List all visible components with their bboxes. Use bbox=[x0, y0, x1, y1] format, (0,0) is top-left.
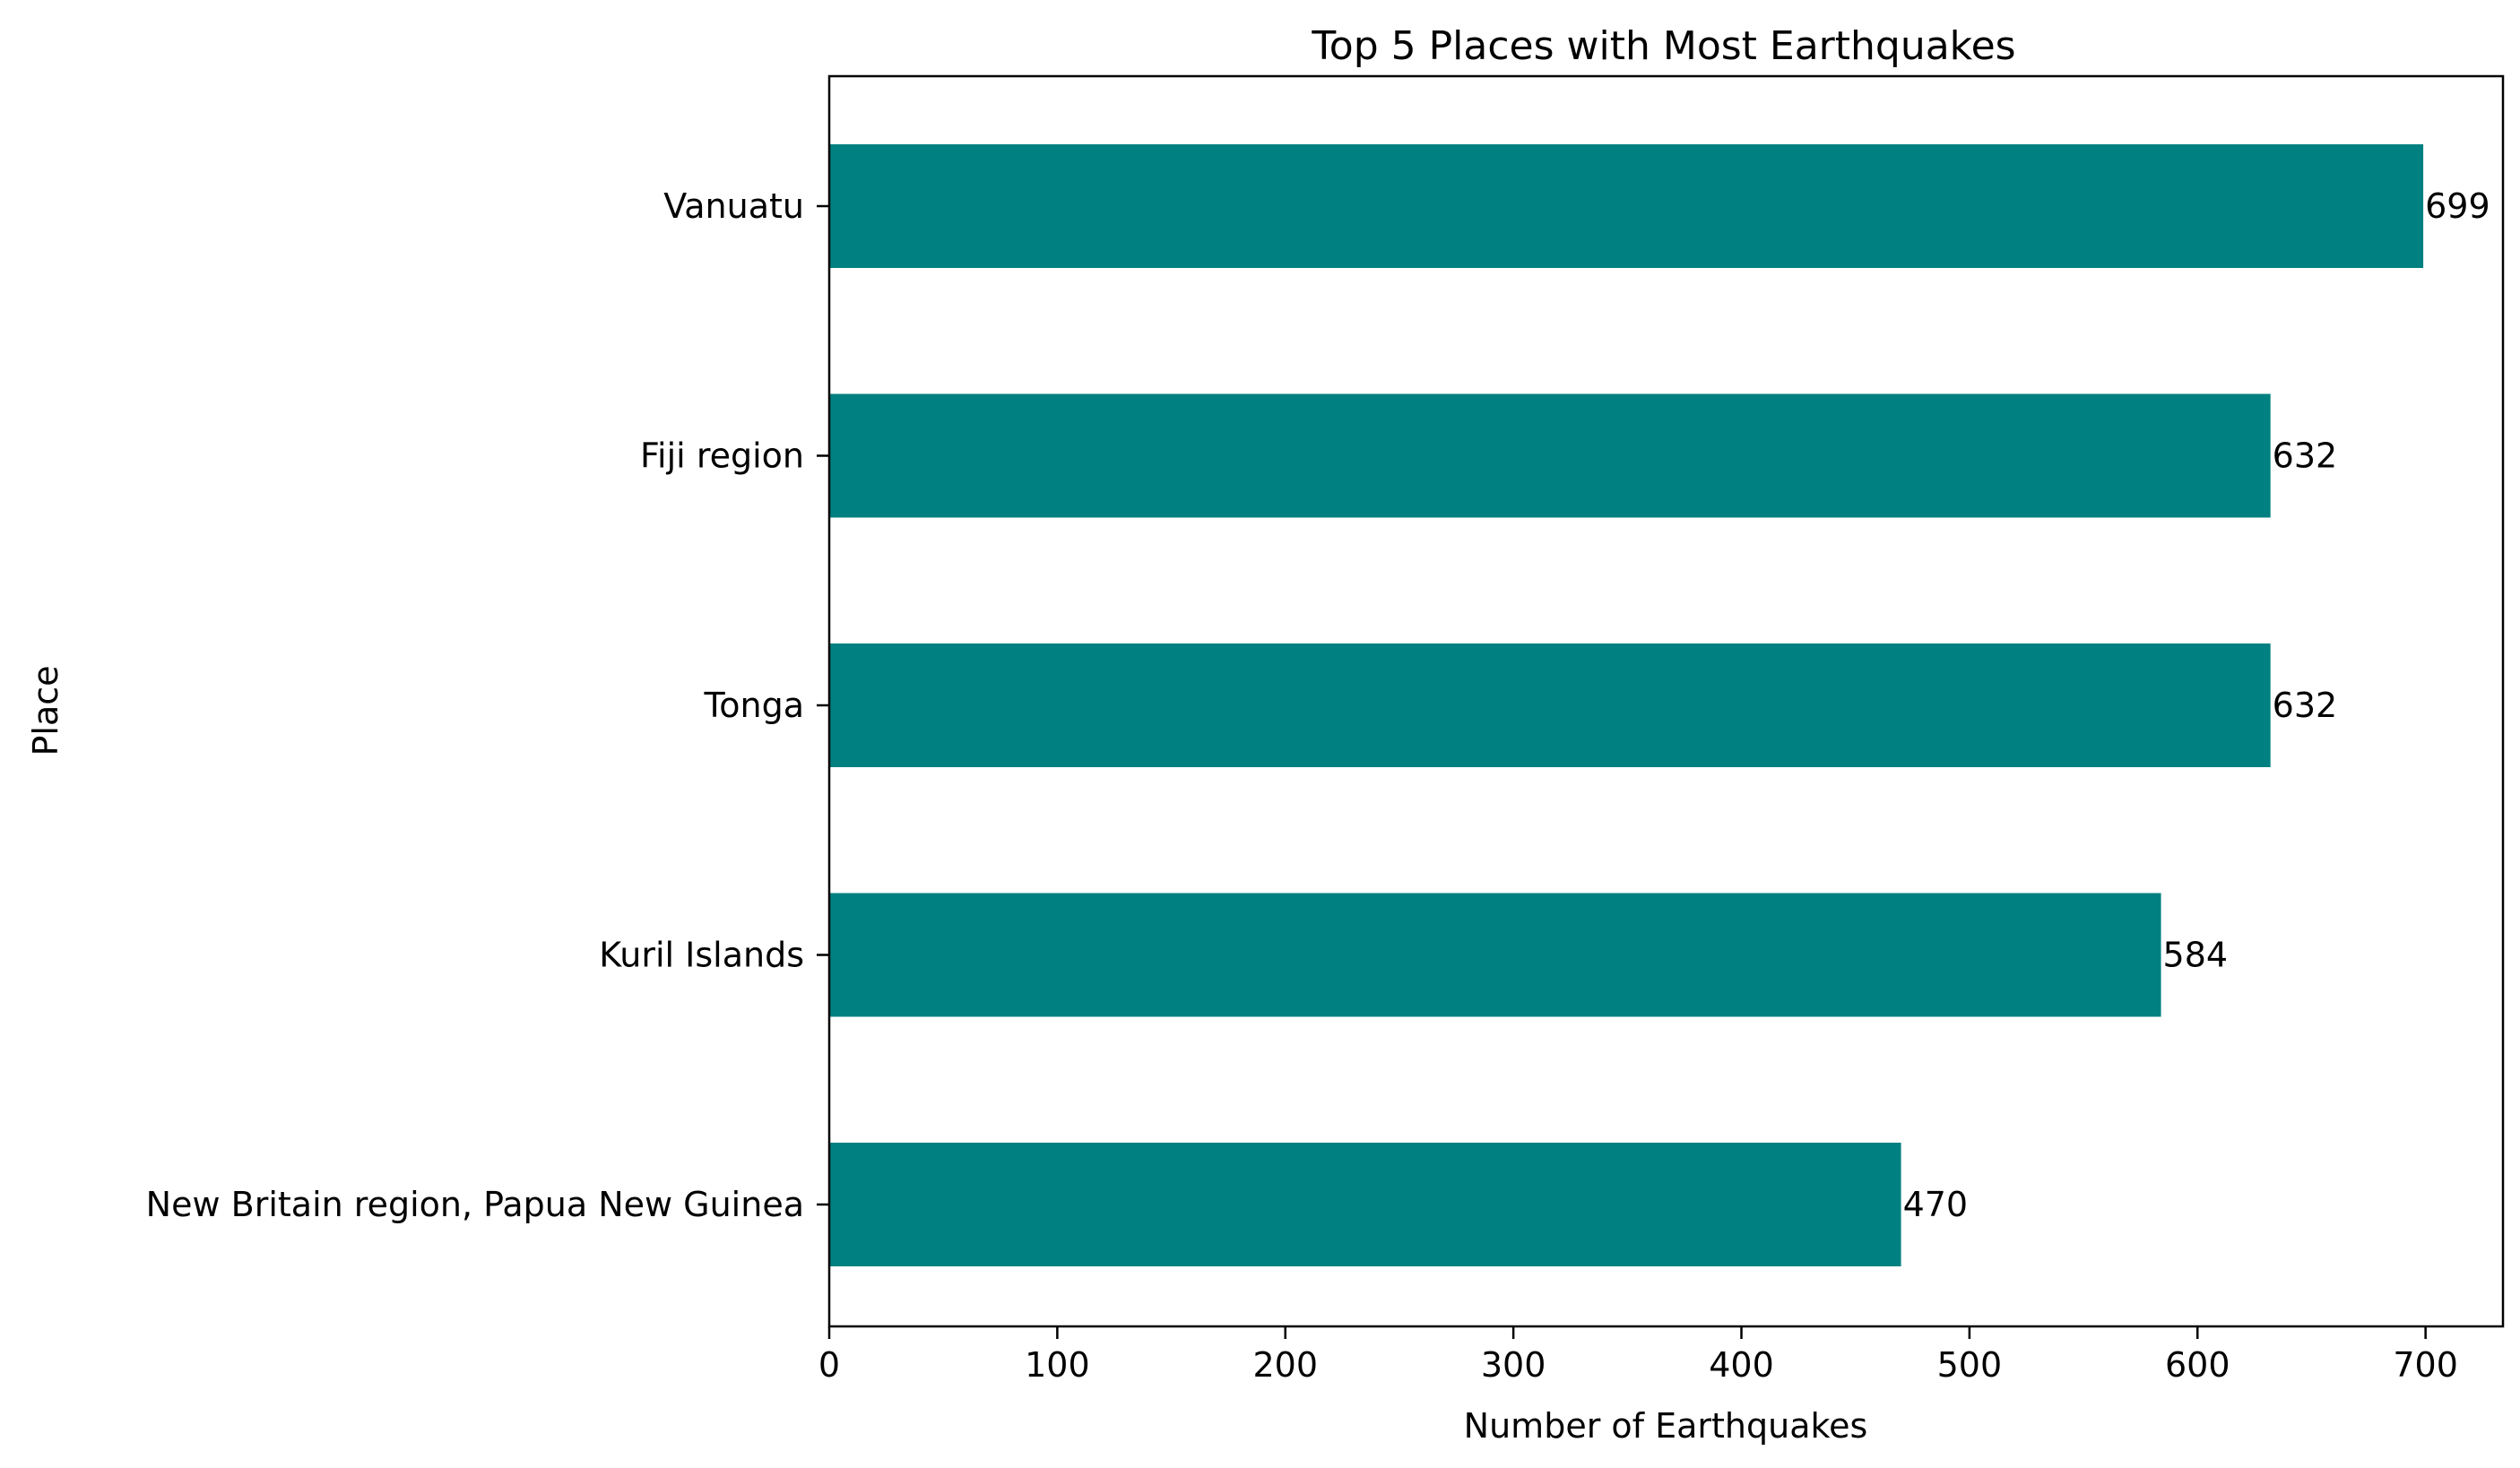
y-tick-label-fiji-region: Fiji region bbox=[640, 436, 804, 476]
bar-fiji-region bbox=[829, 393, 2271, 518]
y-axis-label: Place bbox=[26, 665, 65, 756]
y-tick-label-tonga: Tonga bbox=[704, 686, 805, 725]
x-tick-label-300: 300 bbox=[1481, 1345, 1546, 1385]
bar-vanuatu bbox=[829, 144, 2424, 268]
data-label-vanuatu: 699 bbox=[2425, 186, 2490, 226]
x-tick-label-200: 200 bbox=[1252, 1345, 1318, 1385]
bar-kuril-islands bbox=[829, 893, 2161, 1017]
bar-labels-group: 699 632 632 584 470 bbox=[1903, 186, 2490, 1224]
x-axis-ticks: 0 100 200 300 400 500 600 700 bbox=[818, 1326, 2458, 1385]
x-tick-label-500: 500 bbox=[1937, 1345, 2003, 1385]
y-tick-label-kuril-islands: Kuril Islands bbox=[599, 936, 804, 975]
bar-tonga bbox=[829, 643, 2271, 767]
data-label-kuril-islands: 584 bbox=[2163, 936, 2229, 975]
x-tick-label-600: 600 bbox=[2165, 1345, 2230, 1385]
plot-frame bbox=[827, 74, 2505, 1328]
x-axis-label: Number of Earthquakes bbox=[1464, 1406, 1868, 1446]
y-tick-label-new-britain-region-papua-new-guinea: New Britain region, Papua New Guinea bbox=[146, 1185, 804, 1224]
data-label-new-britain-region-papua-new-guinea: 470 bbox=[1903, 1185, 1969, 1224]
x-tick-label-100: 100 bbox=[1025, 1345, 1090, 1385]
data-label-fiji-region: 632 bbox=[2273, 436, 2338, 476]
data-label-tonga: 632 bbox=[2273, 686, 2338, 725]
y-tick-label-vanuatu: Vanuatu bbox=[663, 186, 804, 226]
bars-group bbox=[829, 144, 2424, 1266]
bar-new-britain-region-papua-new-guinea bbox=[829, 1143, 1901, 1266]
chart-title: Top 5 Places with Most Earthquakes bbox=[1311, 23, 2015, 69]
x-tick-label-0: 0 bbox=[818, 1345, 840, 1385]
x-tick-label-400: 400 bbox=[1709, 1345, 1774, 1385]
y-axis-ticks: Vanuatu Fiji region Tonga Kuril Islands New … bbox=[146, 186, 829, 1224]
x-tick-label-700: 700 bbox=[2393, 1345, 2458, 1385]
